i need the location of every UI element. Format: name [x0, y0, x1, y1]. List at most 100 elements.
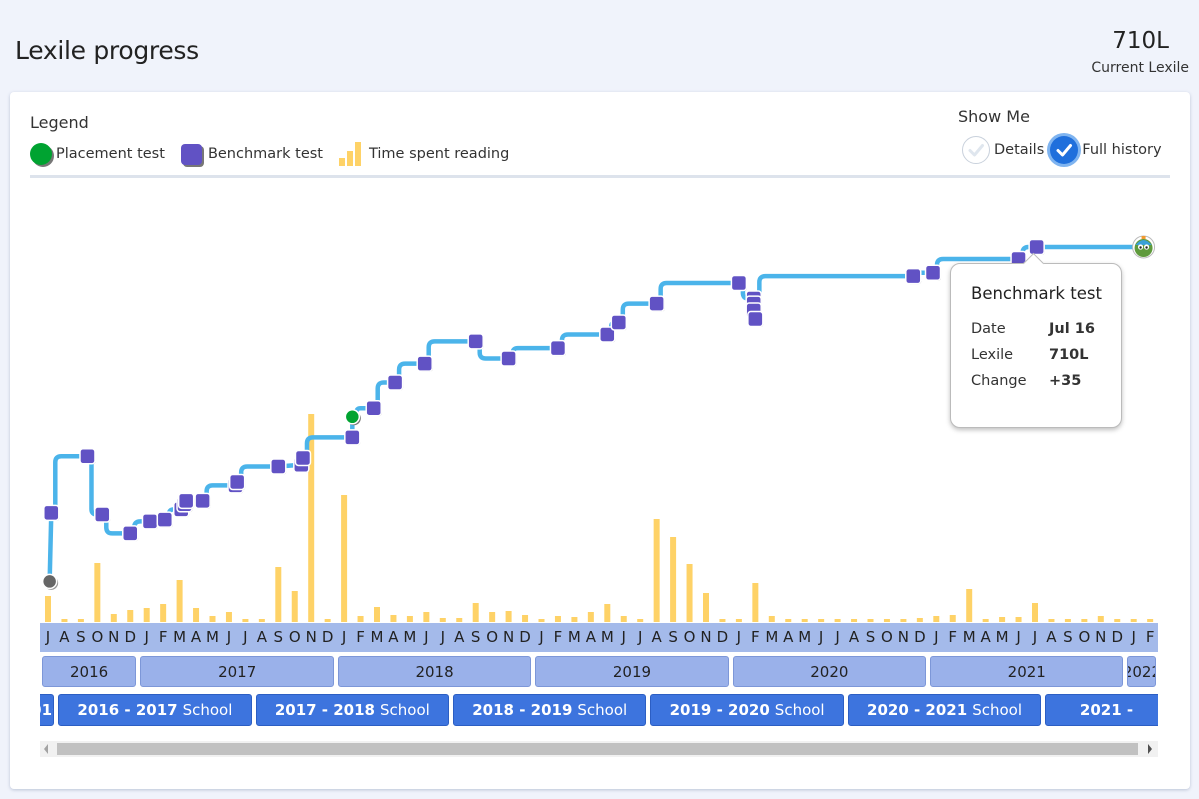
year-block[interactable]: 2020 — [732, 656, 927, 687]
checkmark-icon[interactable] — [1050, 136, 1079, 164]
month-label: A — [256, 628, 267, 646]
benchmark-marker — [228, 473, 246, 491]
benchmark-test-point — [1028, 238, 1045, 256]
reading-time-bar — [275, 567, 282, 622]
school-year-block[interactable]: 2017 - 2018 School — [255, 694, 450, 726]
school-year-block[interactable]: 2016 - 2017 School — [58, 694, 252, 726]
school-year-block[interactable]: 2021 - — [1045, 694, 1158, 726]
reading-time-bar — [620, 616, 627, 622]
placement-test-icon — [30, 143, 52, 165]
reading-time-bar — [834, 619, 841, 622]
benchmark-test-point — [747, 310, 764, 328]
benchmark-test-point — [924, 264, 942, 281]
header-divider — [30, 175, 1170, 178]
reading-time-bar — [357, 616, 364, 622]
reading-time-bar — [127, 610, 134, 622]
show-me-options: Details Full history — [962, 136, 1168, 164]
legend-item-benchmark: Benchmark test — [180, 143, 323, 165]
month-label: S — [1063, 628, 1073, 646]
legend: Placement test Benchmark test Time spent… — [30, 142, 525, 166]
year-block[interactable]: 2022 — [1127, 656, 1157, 687]
reading-time-bar — [1032, 603, 1038, 622]
scroll-right-icon[interactable] — [1148, 744, 1152, 754]
reading-time-bar — [489, 612, 496, 622]
benchmark-marker — [610, 314, 628, 331]
school-year-range: 2015 - 2016 — [40, 701, 53, 719]
benchmark-test-point — [228, 473, 246, 491]
reading-time-bar — [538, 619, 545, 622]
benchmark-marker — [177, 492, 195, 510]
page-title: Lexile progress — [15, 36, 199, 65]
horizontal-scrollbar[interactable] — [40, 741, 1158, 757]
year-block[interactable]: 2019 — [535, 656, 729, 687]
month-label: N — [897, 628, 910, 646]
month-label: N — [1095, 628, 1107, 646]
school-year-range: 2019 - 2020 — [669, 701, 770, 719]
reading-time-bars — [45, 414, 1154, 622]
benchmark-marker — [194, 492, 211, 510]
month-label: M — [567, 628, 581, 646]
month-label: N — [502, 628, 515, 646]
month-label: O — [881, 628, 893, 646]
details-toggle[interactable]: Details — [962, 136, 1044, 164]
full-history-toggle[interactable]: Full history — [1050, 136, 1162, 164]
benchmark-marker — [549, 339, 567, 357]
reading-time-bar — [110, 614, 117, 622]
school-year-block[interactable]: 2020 - 2021 School — [847, 694, 1042, 726]
school-year-block[interactable]: 2019 - 2020 School — [650, 694, 844, 726]
school-year-block[interactable]: 2015 - 2016School — [40, 694, 55, 726]
reading-time-bar — [686, 564, 693, 622]
month-label: J — [226, 628, 232, 646]
month-label: O — [1078, 628, 1091, 646]
year-block[interactable]: 2018 — [337, 656, 532, 687]
reading-time-bar — [851, 619, 858, 622]
month-label: S — [865, 628, 876, 646]
tooltip-key: Change — [971, 373, 1027, 389]
school-year-suffix: School — [380, 701, 430, 719]
reading-time-bar — [966, 589, 973, 622]
year-block[interactable]: 2016 — [41, 656, 137, 687]
scroll-left-icon[interactable] — [44, 744, 48, 754]
reading-time-bar — [406, 616, 413, 622]
month-label: J — [144, 628, 149, 646]
month-label: J — [621, 628, 626, 646]
year-block[interactable]: 2017 — [140, 656, 334, 687]
benchmark-marker — [79, 447, 96, 465]
month-label: J — [440, 628, 446, 646]
reading-time-bar — [291, 591, 298, 622]
reading-time-bar — [703, 593, 709, 622]
checkmark-icon[interactable] — [962, 136, 990, 164]
benchmark-marker — [270, 458, 287, 475]
reading-time-bar — [1114, 619, 1121, 622]
current-lexile-value: 710L — [1112, 28, 1169, 54]
reading-time-bar — [61, 619, 68, 622]
current-lexile-label: Current Lexile — [1091, 60, 1189, 76]
month-label: A — [783, 628, 794, 646]
month-label: M — [173, 628, 187, 646]
benchmark-marker — [344, 429, 361, 446]
year-block[interactable]: 2021 — [930, 656, 1124, 687]
benchmark-test-point — [43, 504, 60, 522]
benchmark-marker — [500, 350, 517, 367]
reading-time-bar — [1015, 617, 1022, 622]
tooltip-row-change: Change +35 — [971, 373, 1081, 389]
reading-time-bar — [768, 616, 775, 622]
benchmark-test-point — [610, 314, 628, 331]
reading-time-bar — [160, 604, 167, 622]
benchmark-test-point — [270, 458, 287, 475]
benchmark-marker — [1028, 238, 1045, 256]
tooltip-row-lexile: Lexile 710L — [971, 347, 1089, 363]
benchmark-marker — [43, 504, 60, 522]
reading-time-bar — [735, 619, 742, 622]
data-point-tooltip: Benchmark test Date Jul 16 Lexile 710L C… — [950, 252, 1122, 428]
benchmark-test-point — [365, 399, 382, 417]
benchmark-marker — [730, 274, 748, 292]
benchmark-test-point — [194, 492, 211, 510]
scrollbar-thumb[interactable] — [57, 743, 1138, 755]
month-label: O — [91, 628, 104, 646]
benchmark-marker — [467, 333, 484, 350]
school-year-block[interactable]: 2018 - 2019 School — [453, 694, 647, 726]
reading-time-bar — [1147, 619, 1154, 622]
